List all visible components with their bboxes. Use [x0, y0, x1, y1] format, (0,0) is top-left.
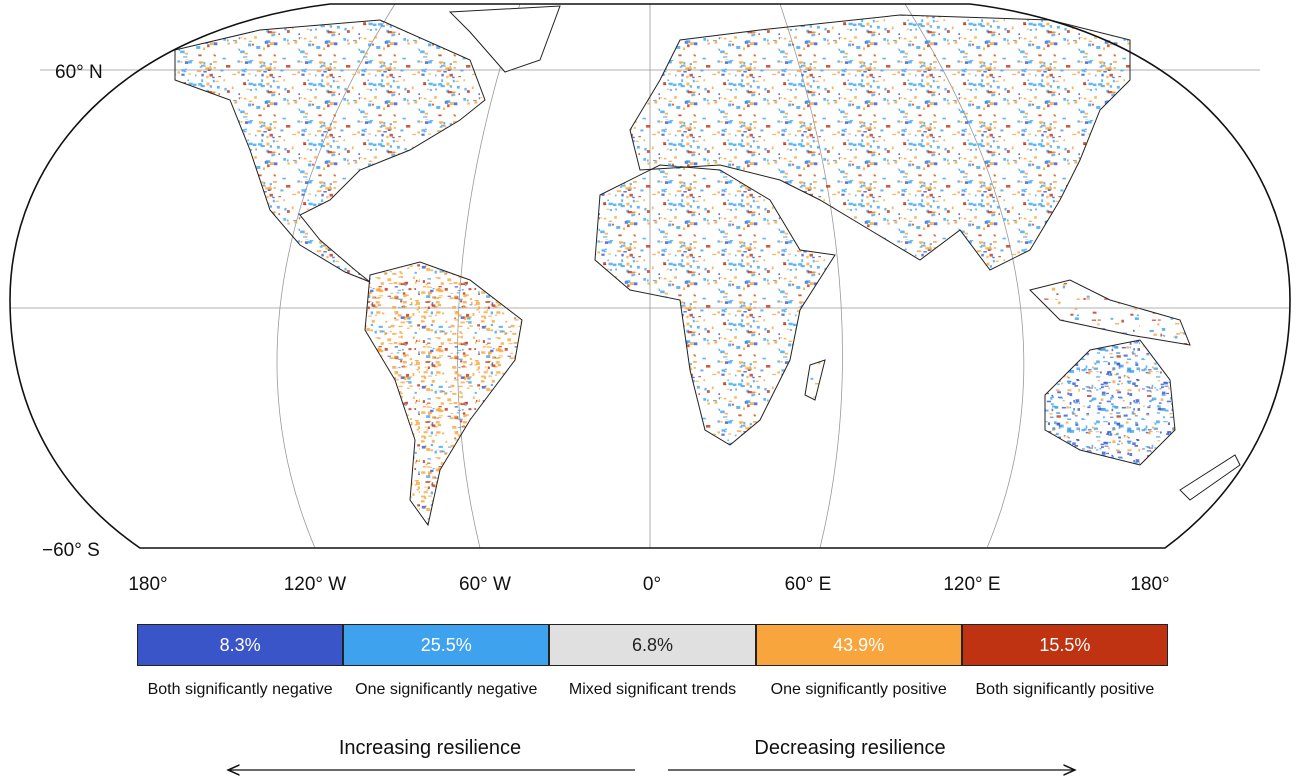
legend-swatch: 8.3%	[137, 624, 344, 666]
lon-label: 120° W	[284, 574, 347, 595]
map-frame	[9, 3, 1291, 549]
lon-label: 180°	[1130, 574, 1169, 595]
legend-label: One significantly positive	[770, 681, 947, 698]
arrow-label: Increasing resilience	[338, 737, 522, 759]
legend-label: Both significantly positive	[975, 681, 1155, 698]
legend-swatch: 25.5%	[343, 624, 550, 666]
lon-label: 60° W	[459, 574, 511, 595]
lon-label: 0°	[643, 574, 661, 595]
legend-label: One significantly negative	[355, 681, 538, 698]
legend-swatch: 15.5%	[961, 624, 1168, 666]
legend-swatch: 43.9%	[755, 624, 962, 666]
lon-label: 120° E	[943, 574, 1000, 595]
lon-label: 180°	[128, 574, 167, 595]
legend-label: Both significantly negative	[147, 681, 333, 698]
legend-swatch: 6.8%	[549, 624, 756, 666]
arrow-label: Decreasing resilience	[754, 737, 946, 759]
land	[174, 5, 1241, 527]
lat-label: −60° S	[42, 540, 100, 561]
lon-label: 60° E	[785, 574, 832, 595]
lat-label: 60° N	[55, 62, 103, 83]
legend-label: Mixed significant trends	[568, 681, 737, 698]
